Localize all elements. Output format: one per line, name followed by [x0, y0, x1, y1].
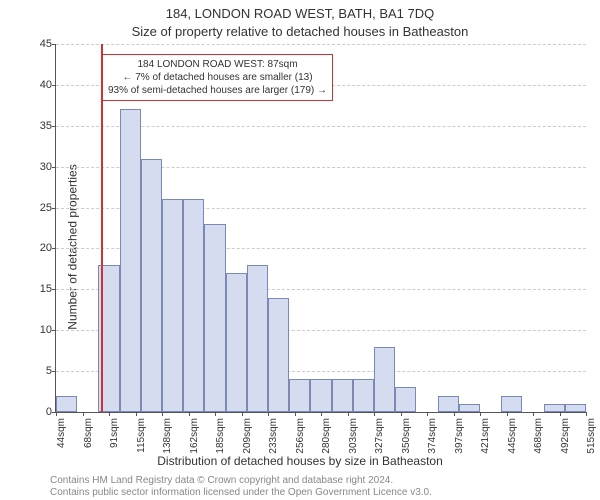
x-tick-mark — [56, 412, 57, 416]
plot-area: 05101520253035404544sqm68sqm91sqm115sqm1… — [55, 44, 586, 413]
footer-line2: Contains public sector information licen… — [50, 487, 432, 498]
histogram-bar — [395, 387, 416, 412]
x-tick-mark — [215, 412, 216, 416]
x-tick-label: 162sqm — [189, 418, 200, 454]
x-tick-mark — [136, 412, 137, 416]
histogram-bar — [120, 109, 141, 412]
x-tick-label: 233sqm — [268, 418, 279, 454]
x-tick-label: 445sqm — [507, 418, 518, 454]
x-tick-label: 209sqm — [242, 418, 253, 454]
x-tick-mark — [109, 412, 110, 416]
histogram-bar — [247, 265, 268, 412]
y-tick-mark — [52, 44, 56, 45]
histogram-bar — [544, 404, 565, 412]
annotation-line2: ← 7% of detached houses are smaller (13) — [108, 71, 327, 84]
y-tick-mark — [52, 208, 56, 209]
histogram-bar — [374, 347, 395, 412]
x-tick-mark — [533, 412, 534, 416]
histogram-bar — [310, 379, 331, 412]
histogram-bar — [226, 273, 247, 412]
y-tick-label: 30 — [26, 161, 52, 173]
annotation-box: 184 LONDON ROAD WEST: 87sqm ← 7% of deta… — [102, 54, 333, 101]
y-tick-label: 5 — [26, 365, 52, 377]
x-tick-mark — [295, 412, 296, 416]
histogram-bar — [501, 396, 522, 412]
x-tick-mark — [401, 412, 402, 416]
chart-container: 184, LONDON ROAD WEST, BATH, BA1 7DQ Siz… — [0, 0, 600, 500]
y-tick-label: 25 — [26, 202, 52, 214]
histogram-bar — [289, 379, 310, 412]
title-subtitle: Size of property relative to detached ho… — [0, 24, 600, 39]
x-tick-mark — [480, 412, 481, 416]
x-tick-label: 91sqm — [109, 418, 120, 448]
x-tick-mark — [348, 412, 349, 416]
title-address: 184, LONDON ROAD WEST, BATH, BA1 7DQ — [0, 6, 600, 21]
histogram-bar — [268, 298, 289, 412]
x-tick-label: 492sqm — [560, 418, 571, 454]
y-tick-label: 20 — [26, 242, 52, 254]
x-tick-label: 374sqm — [427, 418, 438, 454]
x-tick-label: 421sqm — [480, 418, 491, 454]
histogram-bar — [353, 379, 374, 412]
x-tick-label: 303sqm — [348, 418, 359, 454]
x-tick-label: 115sqm — [136, 418, 147, 453]
x-tick-label: 515sqm — [586, 418, 597, 454]
annotation-line1: 184 LONDON ROAD WEST: 87sqm — [108, 58, 327, 71]
annotation-line3: 93% of semi-detached houses are larger (… — [108, 84, 327, 97]
histogram-bar — [204, 224, 225, 412]
histogram-bar — [141, 159, 162, 413]
x-tick-mark — [560, 412, 561, 416]
y-tick-label: 10 — [26, 324, 52, 336]
x-tick-label: 185sqm — [215, 418, 226, 454]
histogram-bar — [56, 396, 77, 412]
x-tick-label: 397sqm — [454, 418, 465, 454]
y-tick-mark — [52, 330, 56, 331]
x-tick-label: 280sqm — [321, 418, 332, 454]
x-tick-mark — [374, 412, 375, 416]
histogram-bar — [162, 199, 183, 412]
y-tick-label: 40 — [26, 79, 52, 91]
x-tick-mark — [83, 412, 84, 416]
y-tick-mark — [52, 248, 56, 249]
x-tick-label: 256sqm — [295, 418, 306, 454]
histogram-bar — [459, 404, 480, 412]
x-tick-label: 44sqm — [56, 418, 67, 448]
x-tick-label: 327sqm — [374, 418, 385, 454]
y-tick-mark — [52, 167, 56, 168]
x-tick-mark — [242, 412, 243, 416]
histogram-bar — [332, 379, 353, 412]
x-tick-label: 350sqm — [401, 418, 412, 454]
x-tick-label: 468sqm — [533, 418, 544, 454]
y-tick-mark — [52, 85, 56, 86]
x-tick-mark — [321, 412, 322, 416]
x-tick-mark — [162, 412, 163, 416]
x-tick-label: 138sqm — [162, 418, 173, 454]
y-tick-mark — [52, 371, 56, 372]
histogram-bar — [565, 404, 586, 412]
x-tick-mark — [189, 412, 190, 416]
histogram-bar — [183, 199, 204, 412]
x-tick-label: 68sqm — [83, 418, 94, 448]
x-tick-mark — [454, 412, 455, 416]
y-tick-label: 35 — [26, 120, 52, 132]
y-tick-mark — [52, 289, 56, 290]
histogram-bar — [438, 396, 459, 412]
grid-line — [56, 44, 586, 45]
x-axis-label: Distribution of detached houses by size … — [0, 454, 600, 468]
footer-line1: Contains HM Land Registry data © Crown c… — [50, 475, 393, 486]
y-tick-label: 45 — [26, 38, 52, 50]
y-tick-mark — [52, 126, 56, 127]
x-tick-mark — [586, 412, 587, 416]
y-tick-label: 15 — [26, 283, 52, 295]
y-tick-label: 0 — [26, 406, 52, 418]
x-tick-mark — [507, 412, 508, 416]
x-tick-mark — [427, 412, 428, 416]
x-tick-mark — [268, 412, 269, 416]
